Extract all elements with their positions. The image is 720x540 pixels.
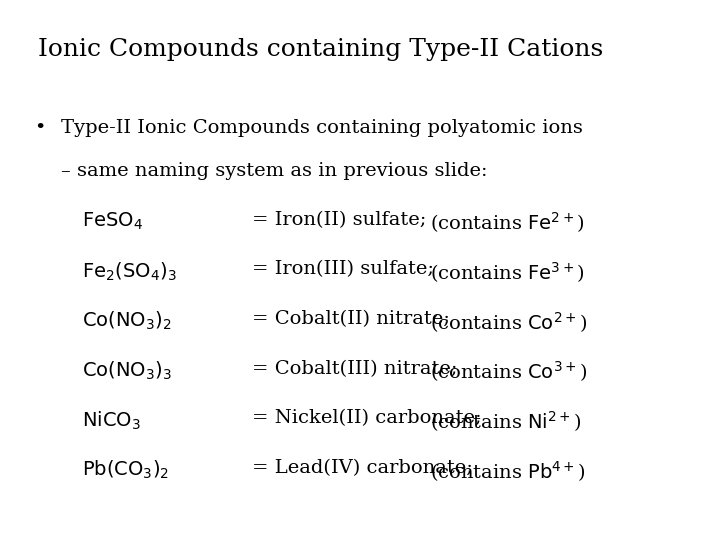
Text: $\mathrm{FeSO_4}$: $\mathrm{FeSO_4}$ bbox=[82, 211, 143, 232]
Text: = Cobalt(II) nitrate;: = Cobalt(II) nitrate; bbox=[253, 310, 450, 328]
Text: = Nickel(II) carbonate;: = Nickel(II) carbonate; bbox=[253, 409, 482, 427]
Text: = Lead(IV) carbonate;: = Lead(IV) carbonate; bbox=[253, 459, 473, 477]
Text: = Iron(II) sulfate;: = Iron(II) sulfate; bbox=[253, 211, 427, 228]
Text: (contains $\mathrm{Co^{2+}}$): (contains $\mathrm{Co^{2+}}$) bbox=[430, 310, 587, 335]
Text: (contains $\mathrm{Fe^{3+}}$): (contains $\mathrm{Fe^{3+}}$) bbox=[430, 260, 585, 285]
Text: (contains $\mathrm{Pb^{4+}}$): (contains $\mathrm{Pb^{4+}}$) bbox=[430, 459, 585, 484]
Text: (contains $\mathrm{Co^{3+}}$): (contains $\mathrm{Co^{3+}}$) bbox=[430, 360, 587, 384]
Text: (contains $\mathrm{Ni^{2+}}$): (contains $\mathrm{Ni^{2+}}$) bbox=[430, 409, 581, 434]
Text: $\mathrm{Pb(CO_3)_2}$: $\mathrm{Pb(CO_3)_2}$ bbox=[82, 459, 169, 481]
Text: •: • bbox=[34, 119, 45, 137]
Text: Ionic Compounds containing Type-II Cations: Ionic Compounds containing Type-II Catio… bbox=[37, 38, 603, 61]
Text: $\mathrm{Co(NO_3)_2}$: $\mathrm{Co(NO_3)_2}$ bbox=[82, 310, 171, 332]
Text: (contains $\mathrm{Fe^{2+}}$): (contains $\mathrm{Fe^{2+}}$) bbox=[430, 211, 585, 235]
Text: $\mathrm{Fe_2(SO_4)_3}$: $\mathrm{Fe_2(SO_4)_3}$ bbox=[82, 260, 176, 282]
Text: – same naming system as in previous slide:: – same naming system as in previous slid… bbox=[61, 162, 488, 180]
Text: = Cobalt(III) nitrate;: = Cobalt(III) nitrate; bbox=[253, 360, 458, 377]
Text: = Iron(III) sulfate;: = Iron(III) sulfate; bbox=[253, 260, 434, 278]
Text: $\mathrm{NiCO_3}$: $\mathrm{NiCO_3}$ bbox=[82, 409, 140, 431]
Text: $\mathrm{Co(NO_3)_3}$: $\mathrm{Co(NO_3)_3}$ bbox=[82, 360, 171, 382]
Text: Type-II Ionic Compounds containing polyatomic ions: Type-II Ionic Compounds containing polya… bbox=[61, 119, 583, 137]
